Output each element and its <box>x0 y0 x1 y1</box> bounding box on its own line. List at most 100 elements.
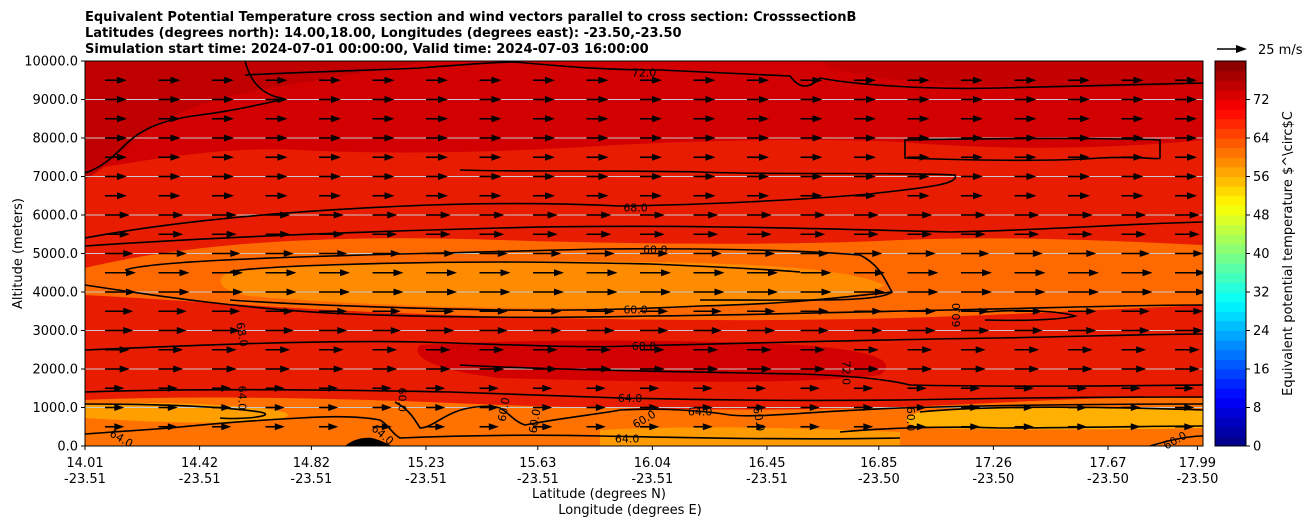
wind-vector <box>907 153 930 161</box>
wind-vector <box>265 307 294 315</box>
colorbar-swatch <box>1215 80 1246 91</box>
contour-label: 68.0 <box>632 340 657 353</box>
wind-vector <box>212 250 241 257</box>
wind-vector <box>1014 288 1046 296</box>
contour-64-surface <box>85 415 901 440</box>
wind-vector <box>105 365 130 373</box>
wind-vector <box>961 288 992 296</box>
wind-vector <box>265 404 285 411</box>
wind-vector <box>586 365 612 373</box>
wind-vector <box>319 173 341 180</box>
wind-vector <box>1014 76 1037 84</box>
wind-vector <box>105 96 127 103</box>
colorbar-swatch <box>1215 138 1246 149</box>
quiver-key: 25 m/s <box>1217 43 1303 58</box>
wind-vector <box>372 288 404 296</box>
wind-vector <box>1014 96 1037 103</box>
wind-vector <box>533 153 555 161</box>
wind-vector <box>854 211 879 219</box>
colorbar-swatch <box>1215 417 1246 428</box>
wind-vector <box>265 173 288 180</box>
wind-vector <box>533 269 564 277</box>
wind-vector <box>961 384 981 392</box>
colorbar-swatch <box>1215 147 1246 158</box>
wind-vector <box>640 76 662 84</box>
contour-label: 60.0 <box>395 388 408 413</box>
wind-vector <box>800 230 826 238</box>
wind-vector <box>1068 423 1088 431</box>
wind-vector <box>212 327 241 334</box>
wind-vector <box>747 192 769 200</box>
contour-label: 60.0 <box>904 407 917 432</box>
wind-vector <box>907 384 927 392</box>
wind-vector <box>158 134 181 142</box>
wind-vector <box>533 307 562 315</box>
wind-vector <box>372 192 395 200</box>
wind-vector <box>105 346 130 354</box>
wind-vector <box>105 269 136 277</box>
wind-vector <box>693 384 713 392</box>
wind-vector <box>907 404 927 411</box>
wind-vector <box>158 327 187 334</box>
wind-vector <box>372 134 395 142</box>
wind-vector <box>907 211 933 219</box>
contour-label: 64.0 <box>688 405 713 418</box>
wind-vector <box>1068 134 1090 142</box>
contour-68-upper <box>85 169 957 239</box>
wind-vector <box>854 288 885 296</box>
wind-vector <box>961 115 983 123</box>
colorbar-swatch <box>1215 118 1246 129</box>
wind-vector <box>961 365 986 373</box>
wind-vector <box>747 288 778 296</box>
wind-vector <box>1121 327 1150 334</box>
colorbar-tick-label: 48 <box>1253 209 1270 224</box>
wind-vector <box>693 173 716 180</box>
wind-vector <box>961 327 990 334</box>
wind-vectors <box>105 76 1203 431</box>
colorbar-swatch <box>1215 378 1246 389</box>
wind-vector <box>319 153 341 161</box>
wind-vector <box>1014 365 1040 373</box>
wind-vector <box>961 269 992 277</box>
wind-vector <box>1121 384 1141 392</box>
contour-72-lower <box>459 364 1203 387</box>
wind-vector <box>372 173 395 180</box>
wind-vector <box>1121 269 1153 277</box>
wind-vector <box>747 115 769 123</box>
wind-vector <box>961 173 983 180</box>
wind-vector <box>747 365 772 373</box>
wind-vector <box>479 115 502 123</box>
contour-64-low <box>85 388 1203 402</box>
wind-vector <box>747 134 769 142</box>
wind-vector <box>265 365 291 373</box>
wind-vector <box>800 423 820 431</box>
wind-vector <box>533 288 564 296</box>
colorbar-swatch <box>1215 292 1246 303</box>
wind-vector <box>1121 153 1144 161</box>
contour-label: 64.0 <box>618 392 643 405</box>
x-tick-label-lon: -23.50 <box>1176 472 1218 487</box>
colorbar: 0 8 16 24 32 40 48 56 64 72 <box>1214 60 1270 455</box>
contour-68-middle <box>85 333 1203 351</box>
wind-vector <box>212 153 234 161</box>
wind-vector <box>747 384 767 392</box>
y-tick-label: 8000.0 <box>33 132 79 147</box>
y-tick-label: 0.0 <box>57 440 78 455</box>
x-tick-label-lon: -23.51 <box>746 472 788 487</box>
wind-vector <box>479 211 505 219</box>
x-tick-label-lat: 17.26 <box>975 456 1012 471</box>
colorbar-swatch <box>1215 426 1246 437</box>
wind-vector <box>479 250 508 257</box>
wind-vector <box>1068 211 1093 219</box>
wind-vector <box>533 134 555 142</box>
wind-vector <box>212 346 237 354</box>
quiver-key-label: 25 m/s <box>1258 43 1303 58</box>
wind-vector <box>747 307 776 315</box>
wind-vector <box>854 250 883 257</box>
wind-vector <box>533 250 562 257</box>
wind-vector <box>372 76 395 84</box>
colorbar-swatch <box>1215 253 1246 264</box>
wind-vector <box>319 288 350 296</box>
contour-60-surface-right <box>839 425 1203 433</box>
colorbar-swatch <box>1215 195 1246 206</box>
